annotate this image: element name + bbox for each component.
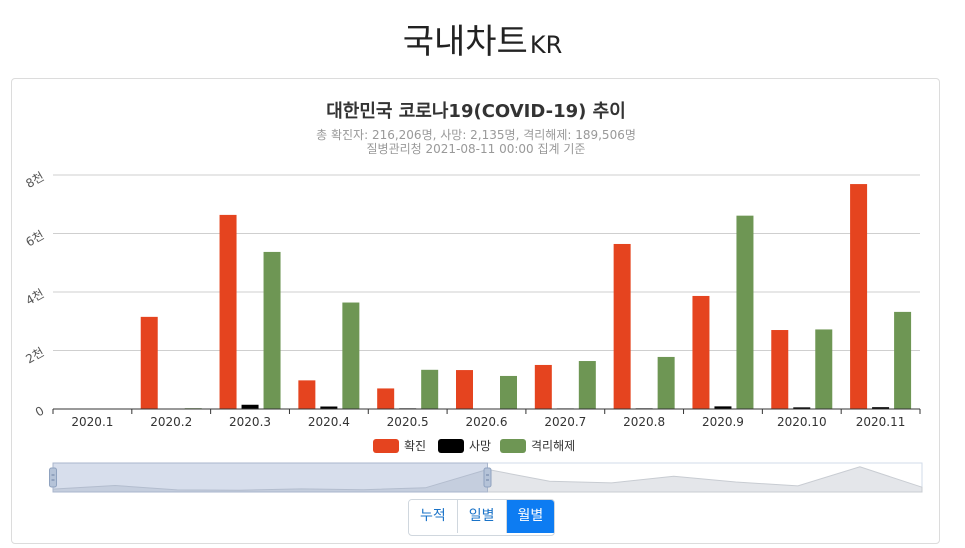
bar-recovered[interactable] (500, 375, 517, 409)
chart-subtitle: 총 확진자: 216,206명, 사망: 2,135명, 격리해제: 189,5… (316, 128, 636, 142)
bar-recovered[interactable] (815, 329, 833, 409)
bar-confirmed[interactable] (377, 388, 395, 409)
legend-label: 격리해제 (531, 439, 575, 453)
bar-recovered[interactable] (421, 369, 439, 409)
legend-swatch (373, 439, 399, 453)
y-tick-label: 2천 (23, 344, 47, 366)
bar-confirmed[interactable] (613, 243, 631, 409)
legend-swatch (500, 439, 526, 453)
legend-label: 확진 (404, 439, 426, 453)
bar-deaths[interactable] (714, 406, 732, 409)
x-tick-label: 2020.6 (466, 415, 508, 429)
zoom-handle[interactable] (49, 467, 57, 488)
bar-deaths[interactable] (872, 407, 890, 409)
x-tick-label: 2020.5 (387, 415, 429, 429)
legend-deaths[interactable]: 사망 (438, 439, 491, 453)
zoom-selection[interactable] (52, 462, 488, 493)
x-tick-label: 2020.9 (702, 415, 744, 429)
legend-recovered[interactable]: 격리해제 (500, 439, 575, 453)
y-tick-label: 6천 (23, 227, 47, 249)
legend-swatch (438, 439, 464, 453)
x-tick-label: 2020.8 (623, 415, 665, 429)
page-title: 국내차트KR (0, 14, 965, 63)
bar-deaths[interactable] (793, 407, 811, 409)
bar-confirmed[interactable] (140, 316, 158, 409)
x-tick-label: 2020.10 (777, 415, 827, 429)
bars (61, 184, 912, 409)
bar-confirmed[interactable] (298, 380, 316, 409)
bar-recovered[interactable] (894, 311, 912, 409)
bar-recovered[interactable] (578, 361, 596, 409)
y-tick-label: 8천 (23, 169, 47, 191)
bar-recovered[interactable] (736, 215, 754, 409)
bar-recovered[interactable] (342, 302, 360, 409)
chart-title: 대한민국 코로나19(COVID-19) 추이 (326, 101, 626, 122)
daily-button[interactable]: 일별 (456, 500, 506, 533)
x-tick-label: 2020.7 (544, 415, 586, 429)
x-tick-label: 2020.2 (150, 415, 192, 429)
bar-confirmed[interactable] (850, 184, 868, 409)
page-title-text: 국내차트 (402, 22, 528, 62)
legend: 확진 사망 격리해제 (373, 439, 575, 453)
legend-confirmed[interactable]: 확진 (373, 439, 426, 453)
bar-confirmed[interactable] (692, 295, 710, 409)
x-tick-label: 2020.1 (71, 415, 113, 429)
page-title-suffix: KR (529, 31, 563, 59)
cumulative-button[interactable]: 누적 (409, 500, 457, 533)
bar-confirmed[interactable] (534, 364, 552, 409)
bar-deaths[interactable] (320, 406, 338, 409)
bar-deaths[interactable] (241, 404, 259, 409)
monthly-button[interactable]: 월별 (505, 500, 555, 533)
view-mode-buttons: 누적 일별 월별 (408, 499, 556, 536)
x-tick-label: 2020.11 (856, 415, 906, 429)
bar-confirmed[interactable] (219, 214, 237, 409)
bar-recovered[interactable] (263, 251, 281, 409)
zoom-handle[interactable] (483, 467, 492, 488)
y-tick-label: 0 (33, 403, 47, 419)
chart-source: 질병관리청 2021-08-11 00:00 집계 기준 (367, 142, 586, 156)
grid-lines (53, 174, 920, 351)
bar-confirmed[interactable] (771, 330, 789, 409)
x-tick-label: 2020.3 (229, 415, 271, 429)
zoom-slider[interactable] (49, 462, 923, 493)
y-tick-label: 4천 (23, 286, 47, 308)
legend-label: 사망 (469, 439, 491, 453)
bar-recovered[interactable] (657, 356, 675, 409)
bar-confirmed[interactable] (456, 370, 473, 409)
x-tick-label: 2020.4 (308, 415, 350, 429)
